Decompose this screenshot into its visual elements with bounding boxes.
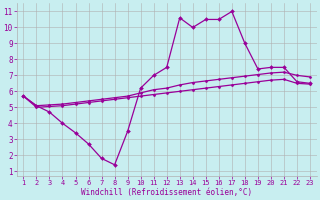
X-axis label: Windchill (Refroidissement éolien,°C): Windchill (Refroidissement éolien,°C) <box>81 188 252 197</box>
